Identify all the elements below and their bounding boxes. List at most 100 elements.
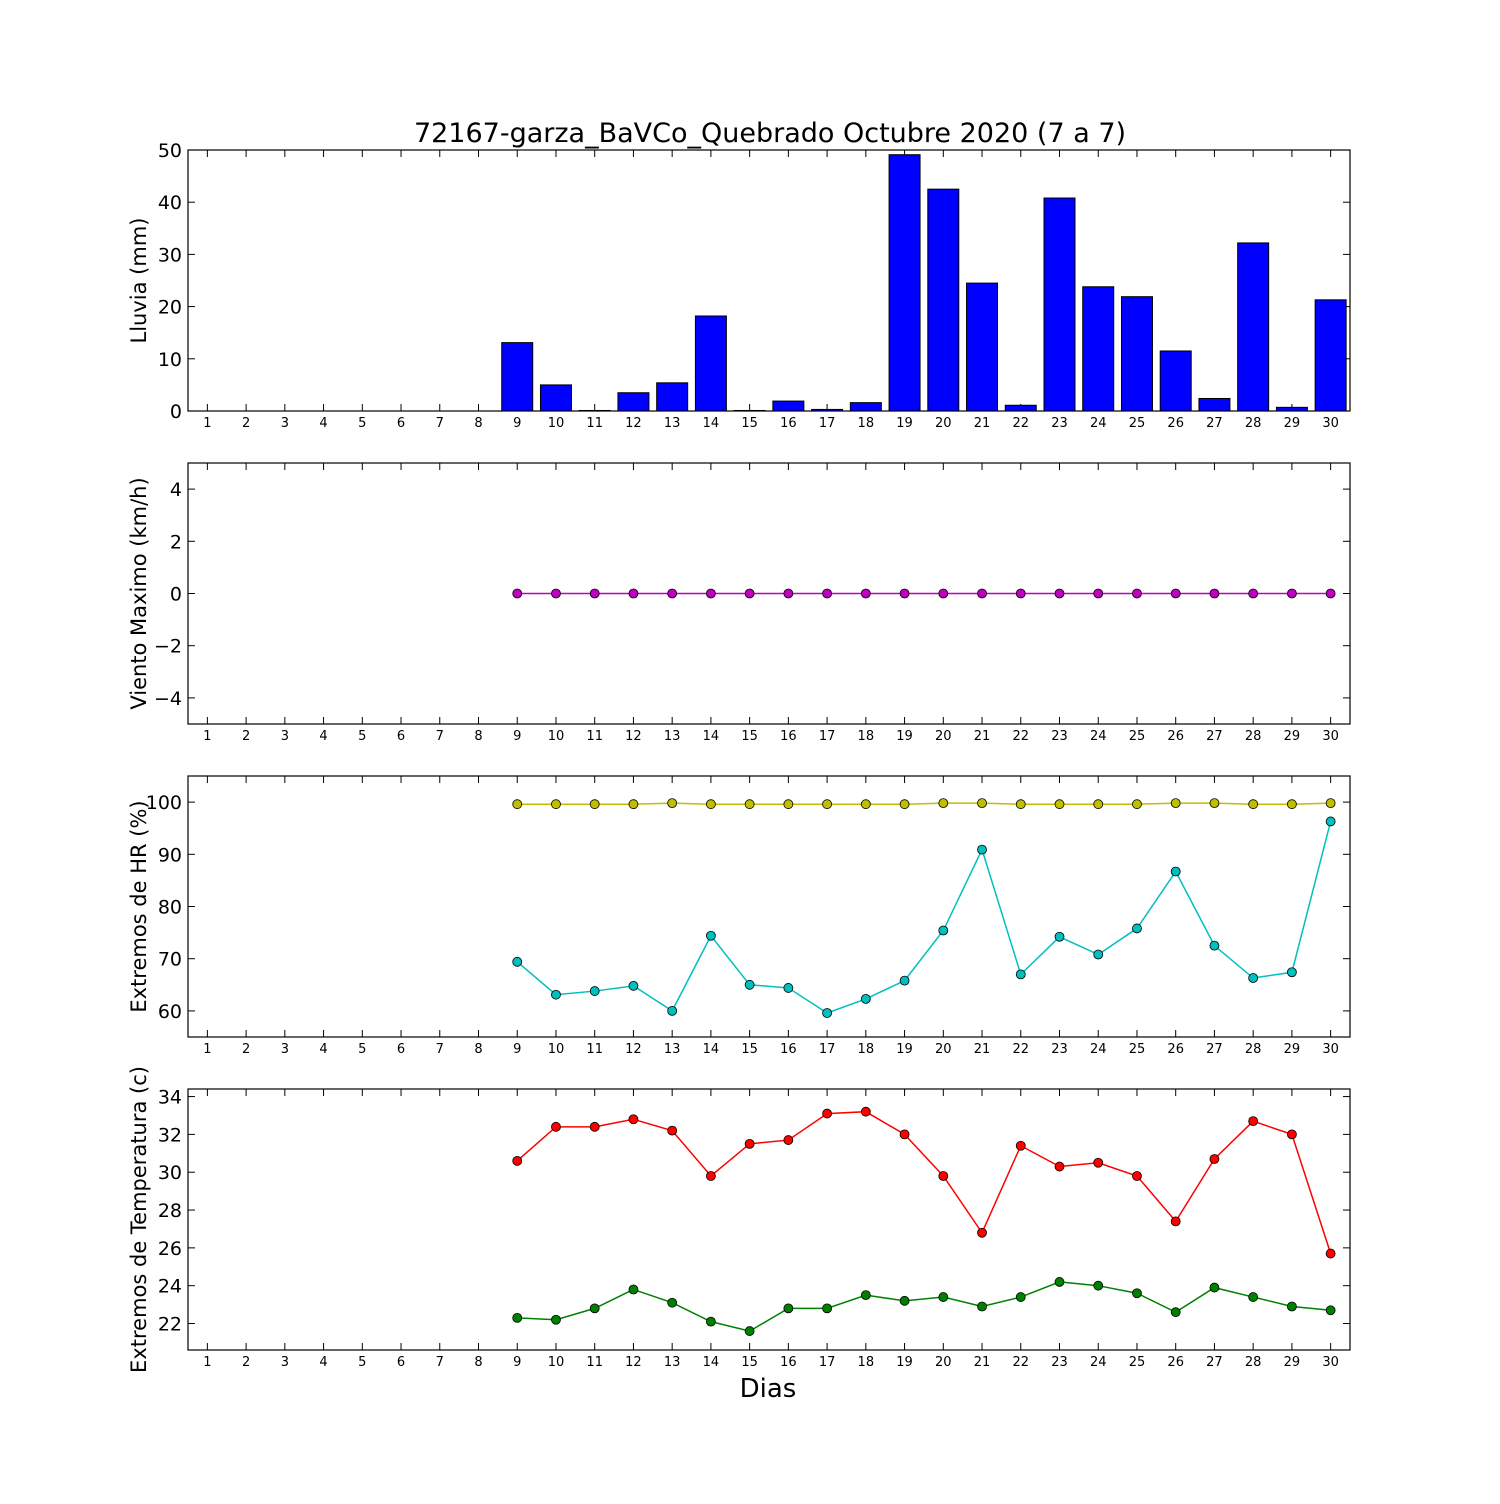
data-point <box>899 588 910 599</box>
data-point <box>1248 973 1259 983</box>
x-tick-label: 30 <box>1322 729 1339 744</box>
data-point <box>1015 1140 1026 1151</box>
x-axis-label: Dias <box>740 1374 797 1404</box>
x-tick-label: 22 <box>1012 1355 1029 1370</box>
data-point <box>1209 940 1220 951</box>
data-point <box>822 799 832 810</box>
x-tick-label: 28 <box>1245 729 1262 744</box>
x-tick-label: 19 <box>896 729 913 744</box>
x-tick-label: 15 <box>741 1355 758 1370</box>
data-point <box>1054 1161 1065 1172</box>
rain-bar <box>733 409 766 411</box>
x-tick-label: 5 <box>358 1355 366 1370</box>
series-line <box>517 802 1331 805</box>
x-tick-label: 12 <box>625 1355 642 1370</box>
rain-bar <box>849 402 882 411</box>
y-tick-label: 24 <box>158 1276 182 1298</box>
y-tick-label: 30 <box>158 1162 182 1184</box>
data-point <box>744 979 755 990</box>
x-tick-label: 15 <box>741 729 758 744</box>
data-point <box>1287 799 1297 810</box>
x-tick-label: 23 <box>1051 729 1068 744</box>
y-tick-label: 32 <box>158 1124 182 1146</box>
x-tick-label: 1 <box>203 729 211 744</box>
x-tick-label: 13 <box>664 1355 681 1370</box>
data-point <box>938 1171 949 1181</box>
plot-frame <box>187 1088 1351 1351</box>
y-axis-label: Viento Maximo (km/h) <box>127 477 151 709</box>
x-tick-label: 16 <box>780 1042 797 1057</box>
x-tick-label: 16 <box>780 416 797 431</box>
data-point <box>1248 1292 1259 1302</box>
x-tick-label: 3 <box>281 416 289 431</box>
x-tick-label: 28 <box>1245 416 1262 431</box>
data-point <box>551 799 561 810</box>
x-tick-label: 21 <box>974 416 991 431</box>
data-point <box>1287 588 1297 599</box>
x-tick-label: 29 <box>1284 1355 1301 1370</box>
y-tick-label: 60 <box>158 1001 182 1023</box>
data-point <box>744 1326 755 1336</box>
x-tick-label: 3 <box>281 729 289 744</box>
data-point <box>1325 588 1336 599</box>
x-tick-label: 7 <box>436 416 444 431</box>
data-point <box>667 1006 678 1016</box>
data-point <box>512 956 523 967</box>
rain-bar <box>811 408 844 411</box>
x-tick-label: 2 <box>242 729 250 744</box>
data-point <box>822 1008 832 1018</box>
data-point <box>1093 588 1104 599</box>
data-point <box>628 1114 639 1125</box>
x-tick-label: 23 <box>1051 416 1068 431</box>
data-point <box>551 1314 561 1325</box>
data-point <box>744 799 755 810</box>
x-tick-label: 26 <box>1167 729 1184 744</box>
data-point <box>628 588 639 599</box>
x-tick-label: 19 <box>896 416 913 431</box>
x-tick-label: 8 <box>474 416 482 431</box>
data-point <box>860 1106 871 1117</box>
x-tick-label: 23 <box>1051 1355 1068 1370</box>
data-point <box>1325 816 1336 827</box>
data-point <box>899 1295 910 1306</box>
data-point <box>899 799 910 810</box>
data-point <box>977 588 987 599</box>
data-point <box>1248 588 1259 599</box>
data-point <box>1093 1280 1104 1291</box>
data-point <box>899 975 910 986</box>
data-point <box>1170 866 1181 877</box>
x-tick-label: 14 <box>703 729 720 744</box>
x-tick-label: 30 <box>1322 416 1339 431</box>
data-point <box>938 1292 949 1302</box>
x-tick-label: 18 <box>858 1042 875 1057</box>
data-point <box>628 1284 639 1295</box>
data-point <box>589 588 600 599</box>
data-point <box>706 799 716 810</box>
data-point <box>1209 1154 1220 1164</box>
x-tick-label: 20 <box>935 1355 952 1370</box>
x-tick-label: 22 <box>1012 1042 1029 1057</box>
x-tick-label: 2 <box>242 416 250 431</box>
x-tick-label: 21 <box>974 1355 991 1370</box>
y-tick-label: −2 <box>154 636 182 658</box>
x-tick-label: 9 <box>513 416 521 431</box>
plot-frame <box>187 775 1351 1038</box>
x-tick-label: 12 <box>625 729 642 744</box>
chart-title: 72167-garza_BaVCo_Quebrado Octubre 2020 … <box>414 118 1126 149</box>
x-tick-label: 26 <box>1167 1042 1184 1057</box>
data-point <box>977 798 987 809</box>
data-point <box>1170 588 1181 599</box>
x-tick-label: 9 <box>513 729 521 744</box>
x-tick-label: 5 <box>358 729 366 744</box>
x-tick-label: 13 <box>664 416 681 431</box>
data-point <box>706 588 716 599</box>
rain-bar <box>656 382 689 411</box>
x-tick-label: 30 <box>1322 1042 1339 1057</box>
x-tick-label: 4 <box>319 729 327 744</box>
y-axis-label: Extremos de HR (%) <box>127 800 151 1012</box>
x-tick-label: 10 <box>548 416 565 431</box>
